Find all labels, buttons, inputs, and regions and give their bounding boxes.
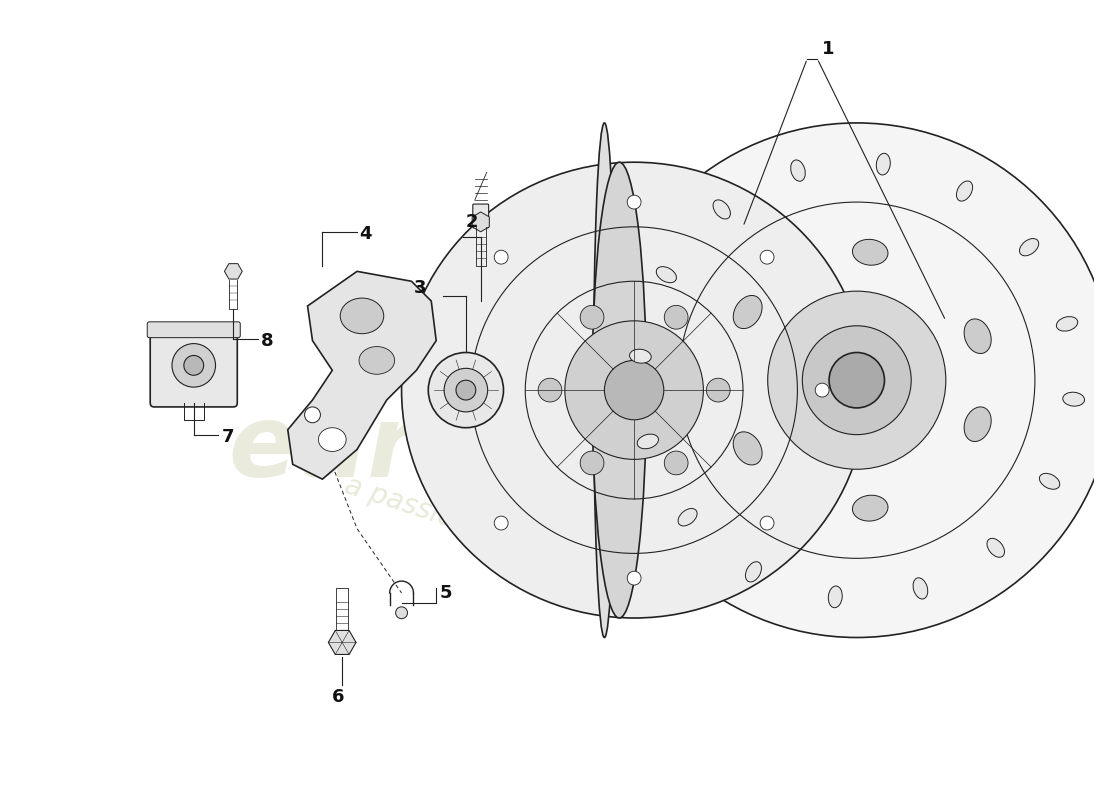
Circle shape	[627, 195, 641, 209]
Ellipse shape	[1056, 317, 1078, 331]
Text: 8: 8	[261, 331, 274, 350]
Ellipse shape	[402, 162, 867, 618]
Ellipse shape	[657, 266, 676, 282]
Ellipse shape	[913, 578, 927, 599]
Circle shape	[706, 378, 730, 402]
Circle shape	[604, 361, 663, 420]
Circle shape	[760, 516, 774, 530]
Ellipse shape	[828, 586, 843, 608]
Text: a passion for pa: a passion for pa	[341, 471, 561, 566]
Text: 2: 2	[466, 213, 478, 231]
Polygon shape	[472, 212, 490, 232]
Ellipse shape	[734, 295, 762, 329]
Circle shape	[305, 407, 320, 422]
Circle shape	[600, 123, 1100, 638]
Polygon shape	[328, 630, 356, 654]
Circle shape	[760, 250, 774, 264]
Circle shape	[439, 383, 453, 397]
Ellipse shape	[1040, 474, 1059, 490]
Ellipse shape	[852, 495, 888, 521]
Circle shape	[580, 451, 604, 475]
FancyBboxPatch shape	[473, 204, 488, 228]
Circle shape	[494, 516, 508, 530]
FancyBboxPatch shape	[147, 322, 240, 338]
Ellipse shape	[1020, 238, 1038, 256]
Circle shape	[564, 321, 703, 459]
Circle shape	[802, 326, 911, 434]
Ellipse shape	[359, 346, 395, 374]
Text: 3: 3	[414, 279, 426, 297]
Ellipse shape	[791, 160, 805, 182]
Circle shape	[396, 607, 407, 618]
Circle shape	[664, 306, 688, 329]
Circle shape	[580, 306, 604, 329]
Ellipse shape	[637, 434, 659, 449]
Ellipse shape	[877, 154, 890, 175]
Circle shape	[664, 451, 688, 475]
Circle shape	[494, 250, 508, 264]
Ellipse shape	[852, 239, 888, 265]
Circle shape	[172, 343, 216, 387]
Ellipse shape	[746, 562, 761, 582]
Ellipse shape	[594, 123, 615, 638]
Text: 6: 6	[332, 688, 344, 706]
Ellipse shape	[629, 350, 651, 363]
Ellipse shape	[1063, 392, 1085, 406]
Ellipse shape	[987, 538, 1004, 558]
Circle shape	[444, 368, 487, 412]
Circle shape	[815, 383, 829, 397]
Circle shape	[768, 291, 946, 470]
Circle shape	[184, 355, 204, 375]
Text: eur: eur	[228, 401, 417, 498]
Ellipse shape	[956, 181, 972, 201]
Text: 1: 1	[822, 40, 835, 58]
Circle shape	[456, 380, 476, 400]
Polygon shape	[224, 264, 242, 279]
Circle shape	[627, 571, 641, 585]
Text: 5: 5	[439, 584, 452, 602]
Ellipse shape	[964, 407, 991, 442]
Ellipse shape	[713, 200, 730, 219]
Ellipse shape	[734, 432, 762, 465]
Text: 7: 7	[221, 427, 234, 446]
FancyBboxPatch shape	[151, 324, 238, 407]
Ellipse shape	[964, 319, 991, 354]
Ellipse shape	[592, 162, 647, 618]
Circle shape	[428, 353, 504, 428]
Ellipse shape	[678, 509, 697, 526]
Text: 4: 4	[359, 225, 372, 242]
Polygon shape	[288, 271, 437, 479]
Circle shape	[538, 378, 562, 402]
Ellipse shape	[340, 298, 384, 334]
Circle shape	[829, 353, 884, 408]
Ellipse shape	[318, 428, 346, 451]
